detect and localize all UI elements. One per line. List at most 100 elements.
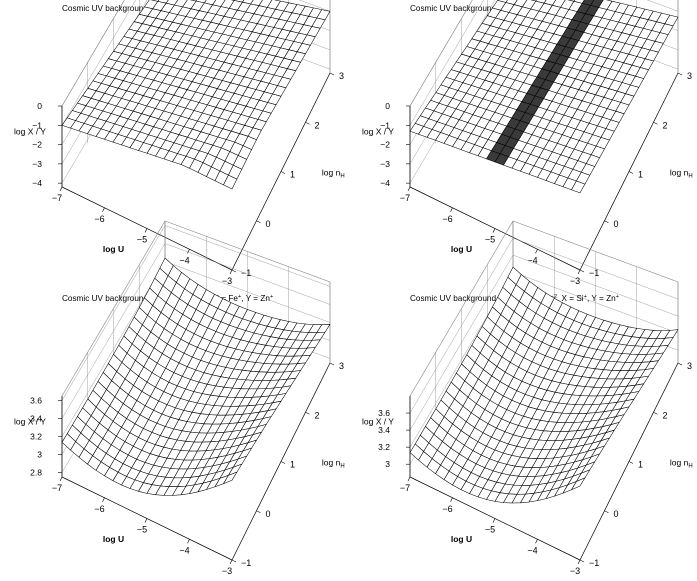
z-tick-label: 3.2 [30, 432, 42, 442]
y-tick-label: 0 [614, 219, 619, 229]
chart-panel-2: Cosmic UV background, NHI = 1020 cm−2, X… [362, 0, 693, 286]
y-tick-label: 2 [663, 120, 668, 130]
z-tick-label: 3 [37, 450, 42, 460]
x-tick-label: −4 [179, 545, 189, 555]
z-tick-label: −2 [32, 140, 42, 150]
y-tick-label: 3 [339, 71, 344, 81]
x-tick-label: −4 [527, 545, 537, 555]
tick-labels: −7 −6 −5 −4 −3 −1 0 1 2 3 0 −1 −2 −3 −4 [380, 71, 692, 286]
z-tick-label: −3 [380, 159, 390, 169]
wall-grid-z [409, 237, 679, 414]
chart-panel-4: Cosmic UV background, NHI = 1020 cm−2, X… [362, 220, 693, 576]
z-tick-label: 3 [385, 459, 390, 469]
y-tick-label: 2 [315, 120, 320, 130]
y-tick-mark [329, 362, 335, 366]
x-tick-label: −3 [222, 276, 232, 286]
x-tick-label: −4 [179, 255, 189, 265]
y-axis-label: log nH [322, 168, 345, 180]
x-tick-mark [229, 559, 233, 565]
y-tick-label: −1 [589, 268, 599, 278]
wall-grid-z [409, 0, 679, 126]
y-tick-mark [256, 220, 261, 224]
y-tick-mark [628, 461, 634, 464]
z-tick-label: 3.6 [378, 408, 390, 418]
x-tick-mark [535, 249, 538, 254]
y-tick-label: 1 [638, 170, 643, 180]
y-axis-label: log nH [322, 458, 345, 470]
x-tick-label: −7 [52, 483, 62, 493]
x-tick-mark [144, 518, 148, 523]
y-tick-label: −1 [241, 268, 251, 278]
z-axis-label: log X / Y [14, 416, 46, 426]
y-tick-label: 3 [687, 361, 692, 371]
x-tick-label: −6 [94, 504, 104, 514]
y-tick-mark [677, 72, 683, 76]
tick-labels: −7 −6 −5 −4 −3 −1 0 1 2 3 3.6 3.4 3.2 3 [378, 361, 692, 576]
wall-grid-z [409, 254, 679, 431]
x-tick-mark [102, 497, 105, 502]
x-tick-label: −5 [485, 525, 495, 535]
y-tick-label: 0 [266, 509, 271, 519]
y-tick-mark [604, 510, 609, 514]
x-tick-label: −3 [570, 276, 580, 286]
chart-panel-1: Cosmic UV background, NHI = 1020 cm−2, X… [14, 0, 345, 286]
x-tick-label: −6 [94, 214, 104, 224]
surface-mesh [61, 0, 331, 190]
y-tick-label: −1 [589, 558, 599, 568]
surface-cell [571, 477, 586, 491]
y-tick-mark [231, 269, 237, 273]
y-tick-mark [677, 362, 683, 366]
x-tick-label: −7 [400, 193, 410, 203]
x-tick-label: −7 [52, 193, 62, 203]
x-tick-mark [407, 186, 411, 192]
y-axis-label: log nH [670, 168, 693, 180]
y-tick-mark [256, 510, 261, 514]
x-tick-label: −5 [137, 235, 147, 245]
x-tick-mark [577, 269, 581, 275]
y-tick-mark [653, 411, 658, 415]
wall-grid-z [61, 225, 331, 401]
wall-grid-z [61, 0, 125, 107]
x-axis-label: log U [103, 534, 124, 544]
y-tick-label: 1 [290, 460, 295, 470]
tick-labels: −7 −6 −5 −4 −3 −1 0 1 2 3 0 −1 −2 −3 −4 [32, 71, 344, 286]
x-tick-mark [187, 249, 190, 254]
y-tick-label: 0 [614, 509, 619, 519]
x-axis-label: log U [451, 244, 472, 254]
x-tick-mark [407, 476, 411, 482]
y-tick-label: 0 [266, 219, 271, 229]
z-tick-label: 0 [385, 101, 390, 111]
y-tick-label: −1 [241, 558, 251, 568]
x-tick-label: −5 [485, 235, 495, 245]
wall-grid-z [61, 0, 331, 126]
z-tick-label: 2.8 [30, 468, 42, 478]
y-tick-mark [579, 269, 585, 273]
z-tick-label: 3.4 [378, 425, 390, 435]
z-tick-label: −4 [32, 178, 42, 188]
x-tick-label: −6 [442, 214, 452, 224]
z-tick-label: 3.4 [30, 414, 42, 424]
y-tick-mark [604, 220, 609, 224]
x-tick-mark [450, 497, 453, 502]
surface-cell [571, 180, 586, 194]
z-tick-label: −1 [32, 120, 42, 130]
wall-grid-z [409, 0, 473, 107]
x-tick-mark [59, 186, 63, 192]
x-tick-mark [229, 269, 233, 275]
x-tick-label: −3 [570, 566, 580, 576]
y-tick-mark [305, 411, 310, 415]
x-tick-mark [59, 476, 63, 482]
wall-grid-z [61, 243, 331, 419]
y-tick-label: 2 [663, 410, 668, 420]
chart-panel-3: Cosmic UV background, NHI = 1020 cm−2, X… [14, 220, 345, 576]
x-axis-label: log U [103, 244, 124, 254]
y-tick-label: 2 [315, 410, 320, 420]
y-tick-label: 1 [290, 170, 295, 180]
x-tick-mark [102, 207, 105, 212]
x-tick-mark [577, 559, 581, 565]
z-tick-label: 0 [37, 101, 42, 111]
surface-mesh [409, 266, 679, 504]
y-tick-mark [579, 559, 585, 563]
z-axis-label: log X / Y [362, 416, 394, 426]
